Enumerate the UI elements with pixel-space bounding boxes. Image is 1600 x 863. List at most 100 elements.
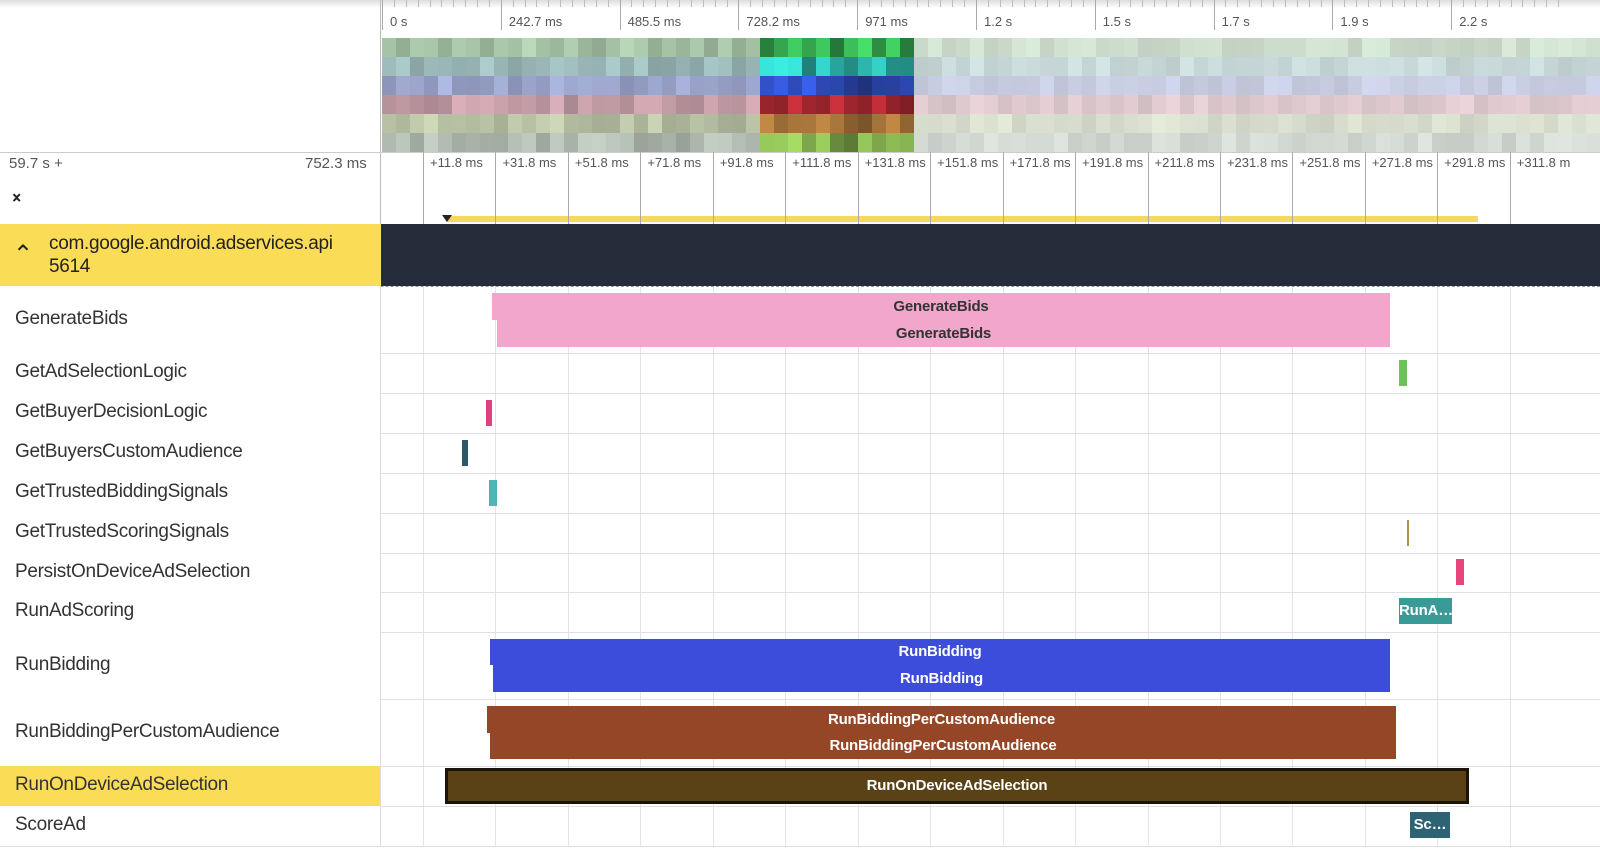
heat-cell: [1404, 76, 1418, 95]
minor-tick: [702, 0, 704, 7]
heat-cell: [522, 114, 536, 133]
slice[interactable]: [486, 400, 492, 426]
minor-tick: [667, 0, 669, 7]
slice[interactable]: GenerateBids: [497, 320, 1390, 347]
track-shell[interactable]: [0, 473, 381, 513]
heat-cell: [1152, 95, 1166, 114]
minor-tick: [1047, 0, 1049, 7]
heat-cell: [1586, 76, 1600, 95]
heat-cell: [1586, 57, 1600, 76]
heat-cell: [410, 95, 424, 114]
track-shell[interactable]: [0, 286, 381, 353]
heat-cell: [816, 38, 830, 57]
track-shell[interactable]: [0, 393, 381, 433]
heat-cell: [872, 38, 886, 57]
slice[interactable]: [1399, 360, 1407, 386]
minor-tick: [916, 0, 918, 7]
time-tick: [1437, 152, 1439, 224]
time-tick-label: +251.8 ms: [1299, 155, 1361, 170]
heat-cell: [382, 114, 396, 133]
minor-tick: [1261, 0, 1263, 7]
heat-cell: [662, 57, 676, 76]
heat-cell: [900, 114, 914, 133]
heat-cell: [522, 76, 536, 95]
minor-tick: [429, 0, 431, 7]
heat-cell: [578, 38, 592, 57]
slice[interactable]: GenerateBids: [492, 293, 1390, 320]
minor-tick: [1130, 0, 1132, 7]
slice[interactable]: RunBiddingPerCustomAudience: [487, 706, 1396, 733]
heat-cell: [1306, 76, 1320, 95]
heat-cell: [1166, 38, 1180, 57]
heat-cell: [1292, 114, 1306, 133]
slice[interactable]: Sc…: [1410, 812, 1450, 838]
heat-cell: [1558, 57, 1572, 76]
track-name: GetBuyerDecisionLogic: [15, 401, 208, 422]
heat-cell: [438, 38, 452, 57]
track-shell[interactable]: [0, 699, 381, 766]
minor-tick: [1308, 0, 1310, 7]
minor-tick: [1071, 0, 1073, 7]
time-tick-label: +91.8 ms: [719, 155, 774, 170]
heat-cell: [1012, 114, 1026, 133]
slice[interactable]: RunBiddingPerCustomAudience: [490, 733, 1396, 759]
slice[interactable]: [462, 440, 468, 466]
expand-icon[interactable]: ⌃: [13, 241, 34, 268]
heat-cell: [1012, 95, 1026, 114]
heat-cell: [452, 133, 466, 152]
process-summary: [381, 224, 1600, 286]
slice[interactable]: [489, 480, 497, 506]
slice[interactable]: [1407, 520, 1409, 546]
heat-cell: [998, 38, 1012, 57]
heat-cell: [466, 114, 480, 133]
track-name: GetTrustedScoringSignals: [15, 521, 229, 542]
track-shell[interactable]: [0, 353, 381, 393]
heat-cell: [1292, 57, 1306, 76]
heat-cell: [774, 114, 788, 133]
track-shell[interactable]: [0, 766, 381, 806]
overview-tick-label: 1.5 s: [1102, 14, 1131, 29]
track-separator: [0, 393, 1600, 394]
heat-cell: [1124, 76, 1138, 95]
heat-cell: [522, 133, 536, 152]
heat-cell: [508, 95, 522, 114]
track-shell[interactable]: [0, 592, 381, 632]
heat-cell: [788, 57, 802, 76]
track-shell[interactable]: [0, 632, 381, 699]
slice[interactable]: [1456, 559, 1464, 585]
overview-tick-label: 0 s: [390, 14, 408, 29]
heat-cell: [1138, 114, 1152, 133]
track-shell[interactable]: [0, 553, 381, 592]
heat-cell: [1096, 114, 1110, 133]
heat-cell: [1222, 76, 1236, 95]
track-name: RunBiddingPerCustomAudience: [15, 720, 280, 742]
minor-tick: [1177, 0, 1179, 7]
track-separator: [0, 806, 1600, 807]
minor-tick: [536, 0, 538, 7]
slice[interactable]: RunBidding: [493, 665, 1390, 692]
slice[interactable]: RunOnDeviceAdSelection: [445, 768, 1469, 804]
process-header[interactable]: [0, 224, 381, 286]
minor-tick: [1522, 0, 1524, 7]
track-shell[interactable]: [0, 433, 381, 473]
track-shell[interactable]: [0, 513, 381, 553]
heat-cell: [452, 114, 466, 133]
slice[interactable]: RunBidding: [490, 639, 1390, 665]
heat-cell: [382, 95, 396, 114]
minor-tick: [1439, 0, 1441, 7]
minor-tick: [1546, 0, 1548, 7]
minor-tick: [987, 0, 989, 7]
heat-cell: [998, 114, 1012, 133]
heat-cell: [1530, 76, 1544, 95]
grid-line: [712, 287, 714, 846]
minor-tick: [477, 0, 479, 7]
heat-cell: [1250, 114, 1264, 133]
heat-cell: [1166, 57, 1180, 76]
minor-tick: [880, 0, 882, 7]
minor-tick: [821, 0, 823, 7]
collapse-all-button[interactable]: ⌄ ⌃: [10, 185, 24, 213]
heat-cell: [1292, 95, 1306, 114]
heat-cell: [1572, 38, 1586, 57]
track-shell[interactable]: [0, 806, 381, 846]
slice[interactable]: RunA…: [1399, 598, 1452, 624]
